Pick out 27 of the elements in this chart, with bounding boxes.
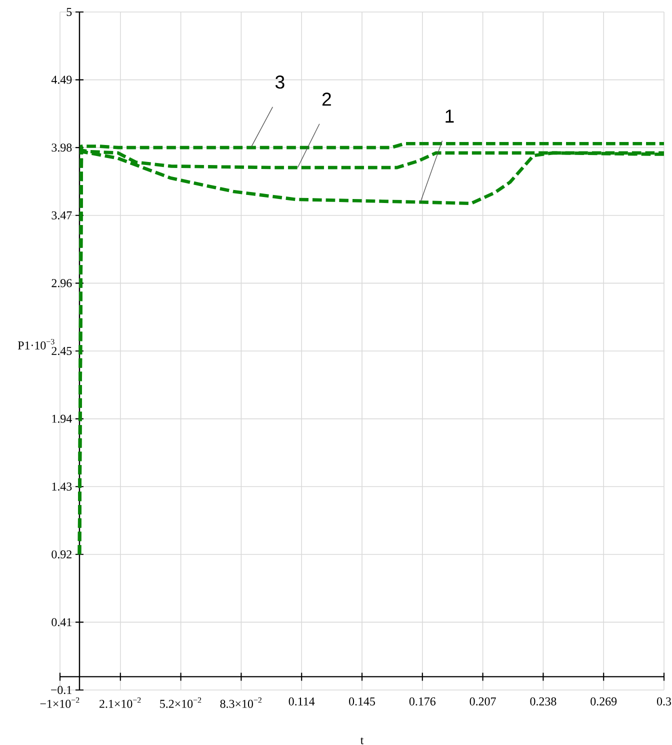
y-tick-label: −0.1 (51, 686, 72, 694)
x-tick-label: 2.1×10$^{−2}$ (100, 697, 141, 708)
y-tick-label: 3.47 (52, 211, 72, 220)
y-tick-label: 0.92 (52, 550, 72, 558)
x-axis-title: t (360, 737, 364, 744)
x-tick-label: 0.176 (409, 697, 436, 706)
y-tick-label: 1.43 (52, 482, 72, 491)
x-tick-label: 8.3×10$^{−2}$ (220, 697, 262, 708)
y-tick-label: 0.41 (52, 618, 72, 626)
y-tick-label: 2.45 (52, 346, 72, 356)
annotation: 3 (275, 75, 284, 89)
y-tick-label: 4.49 (51, 76, 72, 84)
annotation: 2 (322, 92, 331, 106)
x-tick-label: −1×10$^{−2}$ (40, 697, 80, 708)
annotation: 1 (446, 110, 454, 123)
y-tick-label: 3.98 (52, 144, 72, 152)
x-tick-label: 0.145 (349, 697, 375, 706)
y-tick-label: 5 (66, 8, 72, 16)
x-tick-label: 0.269 (590, 697, 617, 706)
y-tick-label: 2.96 (52, 279, 72, 288)
x-tick-label: 0.3 (656, 697, 672, 706)
y-tick-label: 1.94 (52, 414, 72, 423)
x-tick-label: 0.114 (288, 697, 315, 706)
y-axis-title: P1·10$^{−3}$ (18, 338, 54, 350)
x-tick-label: 0.207 (470, 697, 496, 706)
x-tick-label: 0.238 (530, 697, 556, 706)
x-tick-label: 5.2×10$^{−2}$ (160, 697, 202, 708)
